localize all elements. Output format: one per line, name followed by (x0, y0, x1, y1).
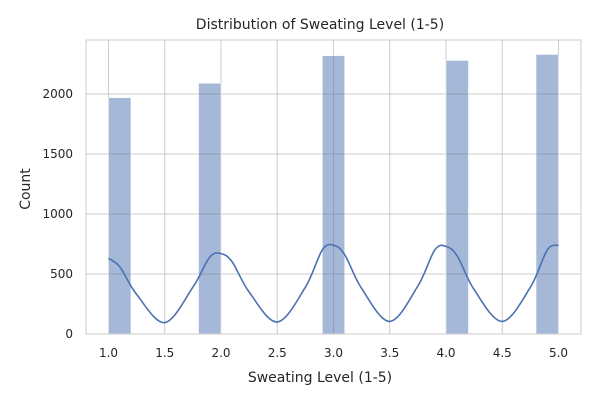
y-tick-label: 0 (65, 327, 73, 341)
x-tick-label: 5.0 (549, 346, 568, 360)
x-tick-label: 1.0 (99, 346, 118, 360)
x-tick-label: 3.5 (380, 346, 399, 360)
y-tick-label: 500 (50, 267, 73, 281)
histogram-bar (535, 54, 559, 335)
plot-frame (85, 39, 582, 335)
x-tick-label: 4.0 (436, 346, 455, 360)
kde-line-layer (108, 243, 559, 324)
x-tick-label: 2.0 (211, 346, 230, 360)
y-tick-label: 1500 (42, 147, 73, 161)
kde-line (108, 243, 559, 324)
x-axis-label: Sweating Level (1-5) (248, 370, 392, 386)
y-tick-label: 2000 (42, 87, 73, 101)
y-tick-labels: 0 500 1000 1500 2000 (42, 87, 73, 341)
x-tick-label: 3.0 (324, 346, 343, 360)
y-tick-label: 1000 (42, 207, 73, 221)
x-tick-label: 1.5 (155, 346, 174, 360)
y-axis-label: Count (18, 168, 34, 210)
histogram-bar (445, 60, 469, 335)
histogram-bar (108, 97, 132, 335)
histogram-bar (321, 55, 346, 335)
chart-title: Distribution of Sweating Level (1-5) (196, 17, 444, 33)
x-tick-label: 4.5 (493, 346, 512, 360)
x-tick-label: 2.5 (268, 346, 287, 360)
histogram-bar (198, 82, 222, 335)
x-tick-labels: 1.0 1.5 2.0 2.5 3.0 3.5 4.0 4.5 5.0 (99, 346, 568, 360)
